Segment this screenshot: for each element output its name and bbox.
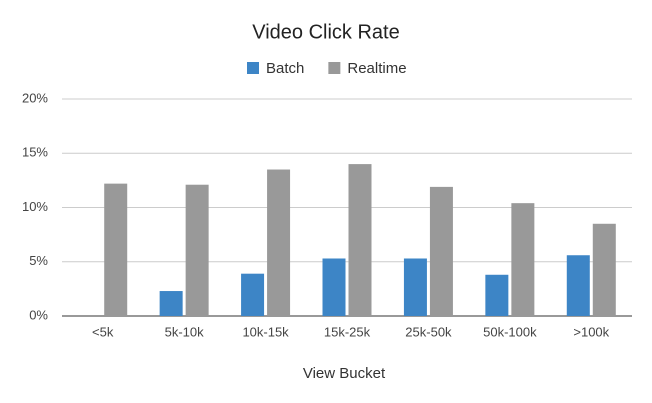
bar [322, 258, 346, 316]
y-tick-label: 5% [29, 253, 48, 268]
x-tick-label: 15k-25k [324, 324, 371, 339]
bar [185, 184, 209, 316]
bar [566, 255, 590, 316]
legend-swatch [328, 62, 341, 74]
y-tick-label: 0% [29, 307, 48, 322]
x-axis-title: View Bucket [303, 365, 386, 382]
bar [348, 164, 372, 316]
bar [104, 183, 128, 316]
bar [429, 186, 453, 316]
x-tick-label: 5k-10k [165, 324, 205, 339]
bar [403, 258, 427, 316]
bar [485, 274, 509, 316]
x-tick-label: 25k-50k [405, 324, 452, 339]
x-tick-label: <5k [92, 324, 114, 339]
x-tick-label: 50k-100k [483, 324, 537, 339]
legend-swatch [247, 62, 259, 74]
legend-label: Realtime [347, 60, 406, 77]
chart-title: Video Click Rate [252, 21, 399, 43]
y-tick-label: 15% [22, 145, 48, 160]
x-tick-label: >100k [573, 324, 609, 339]
legend-label: Batch [266, 60, 304, 77]
x-tick-label: 10k-15k [242, 324, 289, 339]
y-tick-label: 10% [22, 199, 48, 214]
y-tick-label: 20% [22, 90, 48, 105]
bar [159, 291, 183, 316]
bar [267, 169, 291, 316]
bar [592, 223, 616, 316]
bar [241, 273, 265, 316]
bar [511, 203, 535, 316]
